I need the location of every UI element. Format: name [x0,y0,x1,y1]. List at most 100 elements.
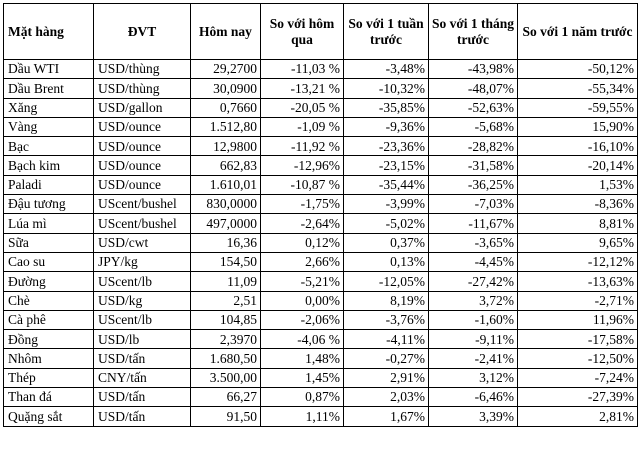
table-row: Bạch kim USD/ounce 662,83 -12,96% -23,15% -31… [3,155,638,176]
cell-today: 154,50 [190,251,261,273]
cell-item: Quặng sắt [3,406,94,427]
cell-vs-yesterday: 0,12% [260,232,344,253]
cell-vs-week: 8,19% [343,290,429,311]
table-row: Vàng USD/ounce 1.512,80 -1,09 % -9,36% -5,68%… [3,116,638,138]
cell-vs-month: -31,58% [428,155,518,176]
table-row: Cà phê UScent/lb 104,85 -2,06% -3,76% -1,60% 1… [3,309,638,331]
cell-vs-week: 1,67% [343,406,429,427]
cell-unit: UScent/bushel [93,213,191,234]
cell-vs-month: -28,82% [428,136,518,157]
cell-vs-week: 0,13% [343,251,429,273]
cell-item: Vàng [3,116,94,138]
cell-vs-yesterday: -11,92 % [260,136,344,157]
cell-today: 0,7660 [190,97,261,118]
cell-item: Đồng [3,329,94,350]
commodity-price-table: Mặt hàng ĐVT Hôm nay So với hôm qua So v… [3,3,638,427]
cell-vs-yesterday: -13,21 % [260,78,344,99]
header-unit: ĐVT [93,3,191,60]
table-row: Dầu Brent USD/thùng 30,0900 -13,21 % -10,32%… [3,78,638,99]
cell-vs-week: -12,05% [343,271,429,292]
table-row: Đồng USD/lb 2,3970 -4,06 % -4,11% -9,11% -17,5… [3,329,638,350]
table-row: Dầu WTI USD/thùng 29,2700 -11,03 % -3,48% -43… [3,58,638,80]
cell-vs-month: -36,25% [428,174,518,196]
cell-unit: UScent/bushel [93,194,191,215]
cell-unit: USD/tấn [93,406,191,427]
cell-vs-yesterday: -1,09 % [260,116,344,138]
cell-vs-year: -17,58% [517,329,638,350]
table-row: Cao su JPY/kg 154,50 2,66% 0,13% -4,45% -12,12… [3,251,638,273]
cell-vs-week: -4,11% [343,329,429,350]
table-row: Paladi USD/ounce 1.610,01 -10,87 % -35,44% -3… [3,174,638,196]
cell-vs-month: -5,68% [428,116,518,138]
cell-vs-yesterday: 1,45% [260,367,344,389]
cell-unit: USD/tấn [93,387,191,408]
cell-item: Than đá [3,387,94,408]
table-row: Chè USD/kg 2,51 0,00% 8,19% 3,72% -2,71% [3,290,638,311]
cell-unit: UScent/lb [93,309,191,331]
cell-vs-week: -35,85% [343,97,429,118]
table-row: Đậu tương UScent/bushel 830,0000 -1,75% -3,9… [3,194,638,215]
cell-item: Đậu tương [3,194,94,215]
cell-vs-year: -2,71% [517,290,638,311]
cell-vs-month: -3,65% [428,232,518,253]
cell-vs-month: -2,41% [428,348,518,369]
cell-unit: USD/gallon [93,97,191,118]
cell-vs-yesterday: 2,66% [260,251,344,273]
table-row: Quặng sắt USD/tấn 91,50 1,11% 1,67% 3,39% 2,81… [3,406,638,427]
cell-vs-yesterday: -2,06% [260,309,344,331]
cell-item: Đường [3,271,94,292]
cell-unit: USD/ounce [93,155,191,176]
cell-vs-month: 3,72% [428,290,518,311]
cell-vs-week: -3,99% [343,194,429,215]
cell-vs-month: -7,03% [428,194,518,215]
cell-vs-yesterday: -10,87 % [260,174,344,196]
cell-item: Chè [3,290,94,311]
cell-item: Cà phê [3,309,94,331]
cell-vs-yesterday: -2,64% [260,213,344,234]
cell-item: Xăng [3,97,94,118]
table-body: Dầu WTI USD/thùng 29,2700 -11,03 % -3,48% -43… [3,58,638,427]
header-vs-month: So với 1 tháng trước [428,3,518,60]
cell-vs-week: 2,91% [343,367,429,389]
cell-today: 16,36 [190,232,261,253]
cell-unit: USD/ounce [93,116,191,138]
cell-today: 11,09 [190,271,261,292]
cell-vs-yesterday: -4,06 % [260,329,344,350]
cell-today: 66,27 [190,387,261,408]
header-item: Mặt hàng [3,3,94,60]
cell-vs-year: -16,10% [517,136,638,157]
cell-today: 1.680,50 [190,348,261,369]
cell-unit: USD/ounce [93,174,191,196]
cell-vs-year: 2,81% [517,406,638,427]
cell-today: 29,2700 [190,58,261,80]
table-row: Thép CNY/tấn 3.500,00 1,45% 2,91% 3,12% -7,24% [3,367,638,389]
cell-vs-yesterday: 0,00% [260,290,344,311]
header-vs-week: So với 1 tuần trước [343,3,429,60]
cell-vs-month: -6,46% [428,387,518,408]
table-row: Lúa mì UScent/bushel 497,0000 -2,64% -5,02% -… [3,213,638,234]
cell-vs-week: -23,15% [343,155,429,176]
cell-today: 30,0900 [190,78,261,99]
cell-vs-year: 11,96% [517,309,638,331]
cell-today: 3.500,00 [190,367,261,389]
cell-vs-month: -9,11% [428,329,518,350]
cell-vs-year: -12,50% [517,348,638,369]
table-row: Than đá USD/tấn 66,27 0,87% 2,03% -6,46% -27,3… [3,387,638,408]
cell-unit: USD/lb [93,329,191,350]
cell-vs-yesterday: -1,75% [260,194,344,215]
cell-vs-yesterday: -11,03 % [260,58,344,80]
header-vs-yesterday: So với hôm qua [260,3,344,60]
cell-unit: USD/tấn [93,348,191,369]
cell-vs-year: -59,55% [517,97,638,118]
cell-vs-month: -1,60% [428,309,518,331]
cell-today: 1.512,80 [190,116,261,138]
cell-item: Bạc [3,136,94,157]
cell-item: Cao su [3,251,94,273]
table-row: Xăng USD/gallon 0,7660 -20,05 % -35,85% -52,6… [3,97,638,118]
cell-item: Paladi [3,174,94,196]
cell-today: 2,3970 [190,329,261,350]
cell-today: 497,0000 [190,213,261,234]
cell-unit: USD/thùng [93,78,191,99]
table-row: Đường UScent/lb 11,09 -5,21% -12,05% -27,42% -… [3,271,638,292]
cell-today: 91,50 [190,406,261,427]
